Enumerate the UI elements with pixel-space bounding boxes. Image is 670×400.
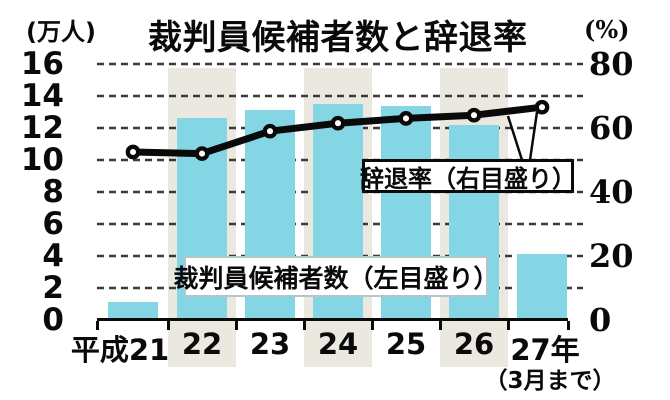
callout-leader-0 xyxy=(506,115,524,161)
x-label-26: 26 xyxy=(453,327,495,361)
line-marker-平成21 xyxy=(125,144,141,160)
right-tick-0: 0 xyxy=(589,301,612,339)
line-marker-24 xyxy=(330,115,346,131)
right-tick-80: 80 xyxy=(589,45,634,83)
line-series-callout-label: 辞退率（右目盛り） xyxy=(360,159,576,193)
left-tick-16: 16 xyxy=(20,46,64,82)
line-marker-26 xyxy=(466,107,482,123)
x-tick-4 xyxy=(370,321,374,330)
right-tick-60: 60 xyxy=(589,109,634,147)
left-tick-14: 14 xyxy=(20,78,64,114)
x-axis-note: （3月まで） xyxy=(484,368,616,394)
x-tick-6 xyxy=(506,321,510,330)
right-tick-40: 40 xyxy=(589,173,634,211)
left-tick-8: 8 xyxy=(42,174,64,210)
line-marker-23 xyxy=(262,123,278,139)
left-tick-6: 6 xyxy=(42,206,64,242)
x-label-27年: 27年 xyxy=(510,333,580,367)
callout-leader-1 xyxy=(528,111,539,161)
right-tick-20: 20 xyxy=(589,237,634,275)
bar-27年（3月まで） xyxy=(517,254,567,320)
x-label-24: 24 xyxy=(317,327,359,361)
x-tick-3 xyxy=(302,321,306,330)
chart-title: 裁判員候補者数と辞退率 xyxy=(148,18,528,58)
bar-平成21 xyxy=(108,302,158,320)
left-axis-unit-label: (万人) xyxy=(26,18,96,46)
x-tick-5 xyxy=(438,321,442,330)
x-tick-2 xyxy=(234,321,238,330)
line-marker-25 xyxy=(398,111,414,126)
left-tick-4: 4 xyxy=(42,238,64,274)
left-tick-12: 12 xyxy=(20,110,64,146)
bar-series-callout-label: 裁判員候補者数（左目盛り） xyxy=(174,256,499,297)
x-tick-7 xyxy=(566,321,570,330)
x-label-23: 23 xyxy=(249,327,291,361)
line-marker-22 xyxy=(194,146,210,161)
left-tick-0: 0 xyxy=(42,302,64,338)
x-label-22: 22 xyxy=(181,327,223,361)
x-tick-1 xyxy=(166,321,170,330)
line-marker-27年（3月まで） xyxy=(534,99,550,115)
x-label-25: 25 xyxy=(385,327,427,361)
right-axis-unit-label: (%) xyxy=(584,15,630,44)
x-tick-0 xyxy=(95,321,99,330)
left-tick-2: 2 xyxy=(42,270,64,306)
x-label-平成21: 平成21 xyxy=(70,333,170,367)
left-tick-10: 10 xyxy=(20,142,64,178)
x-axis-line xyxy=(97,318,568,321)
